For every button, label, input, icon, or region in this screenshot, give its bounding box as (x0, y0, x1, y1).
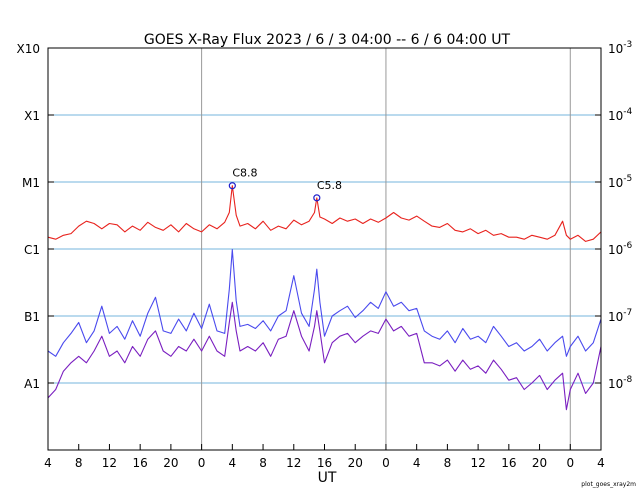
series-line-short-low (47, 301, 602, 411)
y-right-label: 10-3 (608, 40, 632, 56)
x-tick-label: 8 (75, 456, 83, 470)
footer-note: plot_goes_xray2m (581, 481, 636, 488)
y-left-label: M1 (22, 176, 40, 190)
x-tick-label: 16 (317, 456, 332, 470)
class-gridlines (48, 114, 601, 384)
x-axis-label: UT (318, 470, 337, 486)
x-tick-label: 12 (286, 456, 301, 470)
y-right-label: 10-8 (608, 375, 633, 391)
y-right-label: 10-5 (608, 174, 632, 190)
x-tick-label: 16 (133, 456, 148, 470)
y-left-label: X1 (24, 109, 40, 123)
x-tick-label: 4 (597, 456, 605, 470)
flare-label: C5.8 (317, 179, 342, 192)
series-line-long (47, 185, 602, 242)
y-right-label: 10-7 (608, 308, 632, 324)
x-tick-label: 0 (382, 456, 390, 470)
series-layer (47, 185, 602, 411)
y-left-label: A1 (24, 377, 40, 391)
day-boundary-gridlines (201, 48, 571, 450)
x-tick-label: 20 (163, 456, 178, 470)
y-left-label: X10 (17, 42, 41, 56)
y-left-label: B1 (24, 310, 40, 324)
x-tick-label: 20 (348, 456, 363, 470)
x-tick-label: 20 (532, 456, 547, 470)
x-tick-label: 16 (501, 456, 516, 470)
x-tick-label: 12 (470, 456, 485, 470)
y-right-label: 10-6 (608, 241, 633, 257)
flare-label: C8.8 (232, 167, 257, 180)
x-axis-ticks: 4 8 12 16 20 0 4 8 12 16 20 0 4 8 12 16 20 0 4 (44, 444, 605, 470)
x-tick-label: 12 (102, 456, 117, 470)
chart-title: GOES X-Ray Flux 2023 / 6 / 3 04:00 -- 6 … (144, 32, 511, 48)
x-tick-label: 8 (444, 456, 452, 470)
x-tick-label: 0 (566, 456, 574, 470)
y-axis-left: A1 B1 C1 M1 X1 X10 (17, 42, 54, 391)
x-tick-label: 0 (198, 456, 206, 470)
x-tick-label: 8 (259, 456, 267, 470)
flare-marker (228, 182, 236, 190)
x-tick-label: 4 (229, 456, 237, 470)
x-tick-label: 4 (44, 456, 52, 470)
y-left-label: C1 (24, 243, 40, 257)
x-tick-label: 4 (413, 456, 421, 470)
flare-annotations: C8.8 C5.8 (228, 167, 342, 202)
flare-marker (313, 194, 321, 202)
y-axis-right: 10-8 10-7 10-6 10-5 10-4 10-3 (595, 40, 633, 391)
series-line-short (47, 249, 602, 357)
y-right-label: 10-4 (608, 107, 633, 123)
